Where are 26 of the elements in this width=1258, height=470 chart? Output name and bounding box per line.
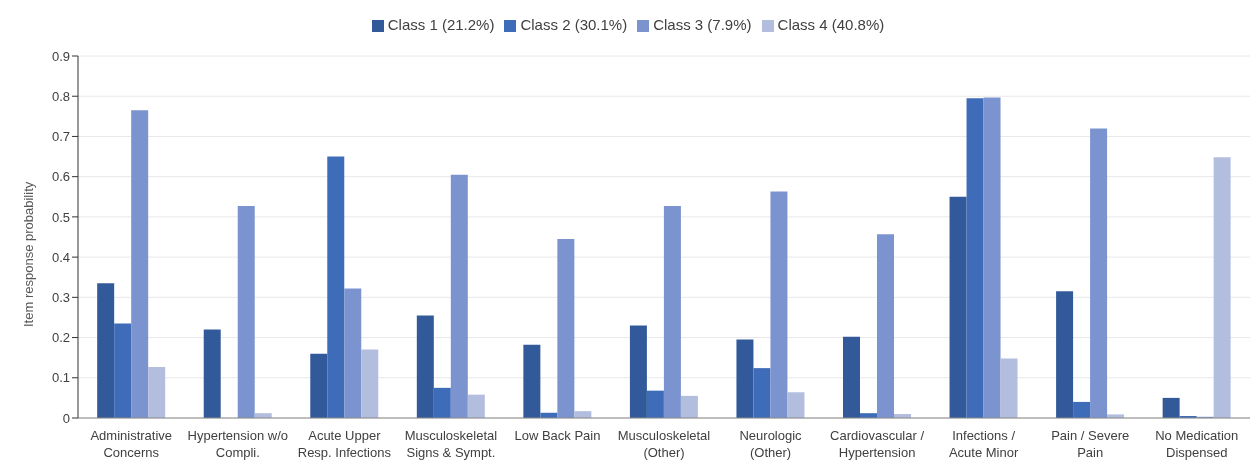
y-tick-label: 0.7 <box>51 129 70 145</box>
y-tick-label: 0.3 <box>51 289 70 305</box>
y-tick-label: 0.8 <box>51 88 70 104</box>
y-axis-title: Item response probability <box>20 181 36 327</box>
x-tick-label: Low Back Pain <box>514 428 601 443</box>
legend-label: Class 1 (21.2%) <box>387 16 495 33</box>
y-tick-label: 0.2 <box>51 330 70 346</box>
x-tick-label: Cardiovascular / Hypertension <box>830 428 925 460</box>
x-tick-label: Infections / Acute Minor <box>948 428 1019 460</box>
legend-label: Class 3 (7.9%) <box>653 16 752 33</box>
x-tick-label: Musculoskeletal Signs & Sympt. <box>404 428 498 460</box>
legend-label: Class 4 (40.8%) <box>777 16 885 33</box>
y-tick-label: 0.1 <box>51 370 70 386</box>
y-tick-label: 0.5 <box>51 209 70 225</box>
y-tick-label: 0.4 <box>51 249 70 265</box>
x-tick-label: Pain / Severe Pain <box>1051 428 1130 460</box>
x-tick-label: No Medication Dispensed <box>1155 428 1239 460</box>
x-tick-label: Acute Upper Resp. Infections <box>297 428 392 460</box>
x-tick-label: Administrative Concerns <box>90 428 173 460</box>
y-tick-label: 0 <box>62 410 70 426</box>
y-tick-label: 0.6 <box>51 169 70 185</box>
x-tick-label: Hypertension w/o Compli. <box>187 428 289 460</box>
legend-label: Class 2 (30.1%) <box>520 16 628 33</box>
x-tick-label: Musculoskeletal (Other) <box>617 428 711 460</box>
y-tick-label: 0.9 <box>51 48 70 64</box>
x-tick-label: Neurologic (Other) <box>739 428 803 460</box>
